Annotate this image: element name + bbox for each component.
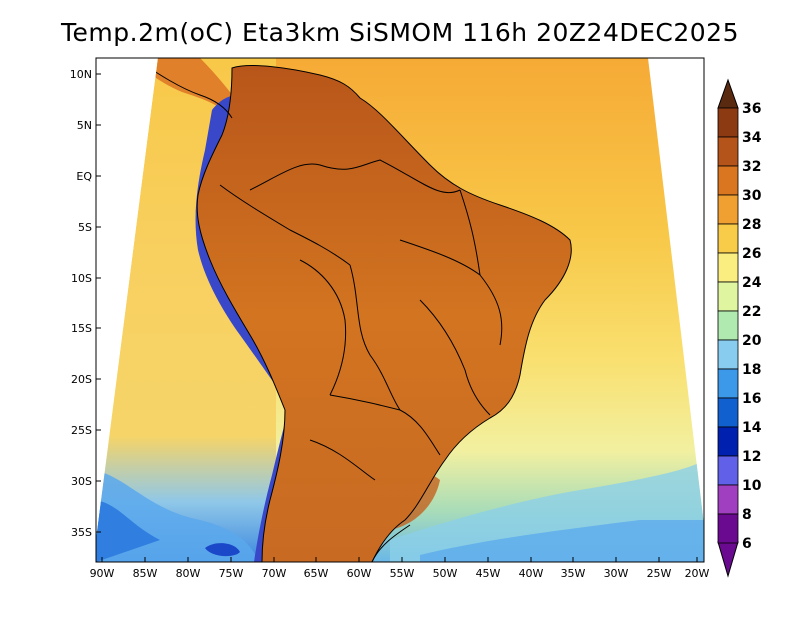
colorbar-swatch	[717, 455, 739, 486]
colorbar-label: 10	[742, 478, 762, 494]
colorbar-label: 34	[742, 130, 762, 146]
colorbar-label: 30	[742, 188, 762, 204]
bolivia-border	[349, 264, 401, 411]
colorbar-label: 16	[742, 391, 761, 407]
colorbar-label: 18	[742, 362, 761, 378]
lat-tick-label: 20S	[71, 373, 92, 386]
colorbar-swatch	[717, 252, 739, 283]
paraguay-border	[329, 394, 441, 456]
lon-tick-label: 35W	[561, 567, 586, 580]
lon-tick-label: 45W	[476, 567, 501, 580]
map-title: Temp.2m(oC) Eta3km SiSMOM 116h 20Z24DEC2…	[61, 18, 739, 47]
colorbar-swatch	[717, 310, 739, 341]
longitude-axis: 90W 85W 80W 75W 70W 65W 60W 55W 50W 45W …	[90, 557, 710, 580]
colorbar-label: 20	[742, 333, 762, 349]
peru-border	[219, 184, 351, 266]
atlantic-cold-patch	[420, 520, 704, 562]
pacific-colder-patch	[96, 500, 160, 562]
lon-tick-label: 70W	[262, 567, 287, 580]
colorbar-swatch	[717, 165, 739, 196]
lon-tick-label: 40W	[519, 567, 544, 580]
lon-tick-label: 50W	[433, 567, 458, 580]
colorbar-swatch	[717, 426, 739, 457]
colorbar-swatch	[717, 281, 739, 312]
south-border	[371, 524, 411, 562]
lon-tick-label: 30W	[604, 567, 629, 580]
latitude-axis: 10N 5N EQ 5S 10S 15S 20S 25S 30S 35S	[70, 68, 101, 539]
colorbar-label: 26	[742, 246, 761, 262]
colorbar-swatch	[717, 513, 739, 544]
colorbar-top-arrow	[717, 78, 739, 109]
lat-tick-label: 35S	[71, 526, 92, 539]
lat-tick-label: 15S	[71, 322, 92, 335]
state-border-3	[459, 189, 481, 276]
colorbar-label: 22	[742, 304, 761, 320]
lat-tick-label: EQ	[76, 170, 92, 183]
lat-tick-label: 10S	[71, 272, 92, 285]
colorbar-label: 28	[742, 217, 761, 233]
lon-tick-label: 85W	[133, 567, 158, 580]
colorbar-swatches	[717, 107, 739, 544]
lon-tick-label: 20W	[685, 567, 710, 580]
argentina-border	[309, 439, 376, 481]
lat-tick-label: 30S	[71, 475, 92, 488]
lon-tick-label: 75W	[219, 567, 244, 580]
lat-tick-label: 5N	[77, 119, 92, 132]
colorbar-swatch	[717, 136, 739, 167]
colorbar-swatch	[717, 397, 739, 428]
colorbar-label: 14	[742, 420, 762, 436]
lon-tick-label: 55W	[390, 567, 415, 580]
colorbar-label: 36	[742, 101, 761, 117]
colorbar-swatch	[717, 223, 739, 254]
colorbar-swatch	[717, 484, 739, 515]
colorbar-label: 24	[742, 275, 762, 291]
central-america-coast	[139, 61, 233, 119]
colorbar-swatch	[717, 339, 739, 370]
lat-tick-label: 10N	[70, 68, 92, 81]
northern-border	[249, 159, 461, 194]
map-frame	[95, 57, 705, 563]
political-borders	[139, 61, 572, 562]
colorbar-swatch	[717, 368, 739, 399]
brazil-west-border	[299, 259, 347, 396]
lat-tick-label: 5S	[78, 221, 92, 234]
colorbar-label: 8	[742, 507, 752, 523]
lat-tick-label: 25S	[71, 424, 92, 437]
state-border-2	[419, 299, 491, 416]
cold-spot	[205, 543, 240, 557]
colorbar: 36 34 32 30 28 26 24 22 20 18 16 14 12 1…	[717, 78, 762, 578]
colorbar-swatch	[717, 107, 739, 138]
central-america-land	[138, 58, 237, 118]
colorbar-swatch	[717, 194, 739, 225]
lon-tick-label: 90W	[90, 567, 115, 580]
colorbar-bottom-arrow	[717, 541, 739, 578]
colorbar-label: 6	[742, 536, 752, 552]
colorbar-label: 12	[742, 449, 761, 465]
lon-tick-label: 80W	[176, 567, 201, 580]
colorbar-label: 32	[742, 159, 761, 175]
lon-tick-label: 65W	[304, 567, 329, 580]
lon-tick-label: 25W	[647, 567, 672, 580]
lon-tick-label: 60W	[347, 567, 372, 580]
colorbar-labels: 36 34 32 30 28 26 24 22 20 18 16 14 12 1…	[742, 101, 762, 552]
